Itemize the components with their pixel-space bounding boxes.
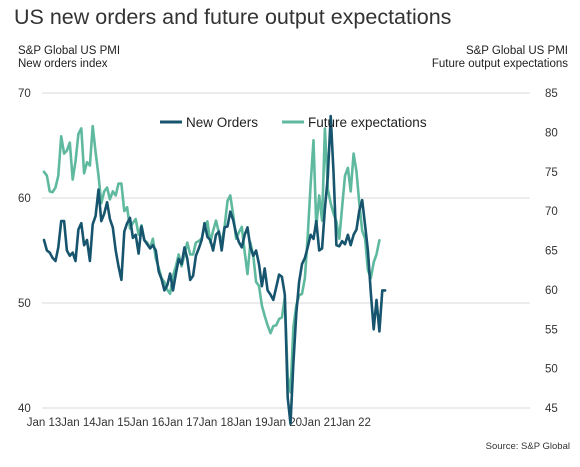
right-tick-5: 70 [545, 206, 558, 218]
legend-label-new-orders: New Orders [186, 115, 258, 130]
left-axis-ticks: 40 50 60 70 [18, 88, 31, 415]
left-tick-0: 40 [18, 403, 31, 415]
right-tick-1: 50 [545, 364, 558, 376]
series-line-future-expectations [42, 124, 381, 394]
left-axis-caption-line1: S&P Global US PMI [18, 45, 121, 57]
chart-title: US new orders and future output expectat… [14, 5, 452, 29]
left-tick-3: 70 [18, 88, 31, 100]
right-tick-8: 85 [545, 88, 558, 100]
x-tick-6: Jan 19 [233, 417, 268, 429]
left-tick-1: 50 [18, 298, 31, 310]
left-axis-caption-line2: New orders index [18, 58, 108, 70]
x-tick-3: Jan 16 [130, 417, 165, 429]
x-tick-0: Jan 13 [27, 417, 62, 429]
left-axis-caption: S&P Global US PMI New orders index [18, 45, 120, 71]
right-axis-caption: S&P Global US PMI Future output expectat… [432, 45, 568, 71]
legend-label-future-expectations: Future expectations [308, 115, 427, 130]
left-tick-2: 60 [18, 193, 31, 205]
right-axis-caption-line2: Future output expectations [431, 58, 568, 70]
right-axis-caption-line1: S&P Global US PMI [465, 45, 568, 57]
x-tick-8: Jan 21 [302, 417, 337, 429]
right-tick-3: 60 [545, 285, 558, 297]
x-tick-4: Jan 17 [164, 417, 199, 429]
right-tick-0: 45 [545, 403, 558, 415]
right-tick-6: 75 [545, 167, 558, 179]
right-tick-2: 55 [545, 324, 558, 336]
right-tick-4: 65 [545, 246, 558, 258]
source-note: Source: S&P Global [485, 441, 570, 452]
right-axis-ticks: 45 50 55 60 65 70 75 80 85 [545, 88, 558, 415]
x-tick-5: Jan 18 [199, 417, 234, 429]
x-tick-1: Jan 14 [61, 417, 96, 429]
legend: New Orders Future expectations [160, 115, 427, 130]
series-lines [42, 114, 387, 426]
right-tick-7: 80 [545, 127, 558, 139]
x-axis-ticks: Jan 13 Jan 14 Jan 15 Jan 16 Jan 17 Jan 18 Jan … [27, 417, 371, 429]
x-tick-2: Jan 15 [96, 417, 131, 429]
x-tick-9: Jan 22 [336, 417, 371, 429]
x-tick-7: Jan 20 [268, 417, 303, 429]
series-line-new-orders [42, 114, 387, 426]
